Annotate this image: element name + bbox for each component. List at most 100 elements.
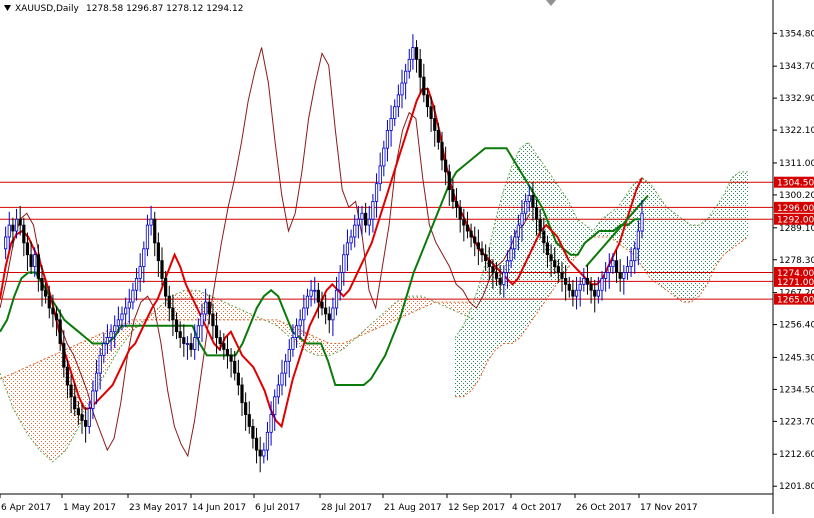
candle-body [254,437,259,451]
candle-body [14,218,19,232]
candle-body [124,307,128,315]
candle-body [22,224,26,244]
candle-body [76,408,80,415]
candle-body [262,449,266,457]
candle-body [574,289,579,297]
candle-body [145,224,150,250]
candle-body [80,414,84,421]
candle-body [564,277,568,285]
candle-body [487,260,491,267]
candle-body [134,277,139,291]
chart-ohlc-label: 1278.58 1296.87 1278.12 1294.12 [86,4,243,14]
cloud-left-span-a [0,289,476,463]
candle-body [436,129,440,143]
level-price-label: 1296.00 [777,204,814,214]
level-price-box [774,201,814,213]
candle-body [400,82,404,96]
candle-body [11,224,15,232]
x-tick-label: 4 Oct 2017 [512,503,562,513]
candle-body [204,301,208,315]
level-price-box [774,293,814,305]
candle-body [40,277,44,291]
candle-body [604,272,608,279]
axes [0,0,777,514]
candle-body [149,218,153,226]
candle-body [618,272,622,279]
candle-body [338,272,342,291]
candle-body [91,390,95,410]
candle-body [494,272,499,279]
candle-body [51,307,55,315]
candle-body [396,94,400,108]
x-tick-label: 21 Aug 2017 [384,503,442,513]
candle-body [131,289,135,303]
candle-body [622,272,626,279]
candle-body [473,236,477,244]
candle-body [567,283,571,291]
candle-body [513,236,517,250]
candle-body [207,301,211,315]
candle-body [178,331,182,338]
candle-body [247,414,251,427]
candle-body [371,201,375,220]
candle-body [414,47,419,60]
candle-body [58,319,62,344]
candle-body [193,337,197,350]
y-tick-label: 1322.10 [779,126,814,136]
candle-body [236,372,240,386]
candle-body [65,366,70,386]
candle-body [167,295,171,309]
candle-body [7,224,11,238]
candle-body [491,266,495,273]
candle-body [240,384,244,404]
candle-body [251,425,255,439]
candle-body [185,343,190,345]
candle-body [334,289,339,309]
level-price-box [774,275,814,287]
y-tick-label: 1234.50 [779,385,814,395]
y-tick-label: 1245.30 [779,353,814,363]
candle-body [353,224,357,238]
candle-body [196,325,200,339]
candle-body [585,277,590,285]
candle-body [509,248,513,262]
candle-body [462,218,466,226]
candle-body [476,242,480,250]
x-tick-label: 17 Nov 2017 [640,503,698,513]
y-tick-label: 1289.10 [779,224,814,234]
candle-body [142,248,146,267]
candle-body [120,313,124,321]
level-price-label: 1304.50 [777,179,814,189]
horizontal-levels [0,181,773,300]
candle-body [4,236,8,250]
candle-body [62,343,66,368]
candle-body [73,396,77,410]
x-tick-label: 12 Sep 2017 [448,503,505,513]
candle-body [84,420,88,427]
candle-body [425,94,430,108]
candle-body [385,129,390,149]
candle-body [578,283,582,291]
window-shift-marker-icon[interactable] [546,0,556,6]
candle-body [273,396,277,415]
candle-body [324,307,328,315]
x-tick-label: 23 May 2017 [129,503,188,513]
candle-body [244,402,248,415]
candle-body [349,236,353,244]
level-price-label: 1292.00 [777,216,814,226]
collapse-arrow-icon[interactable] [4,5,11,11]
y-tick-label: 1212.60 [779,450,814,460]
candle-body [87,408,91,427]
candle-body [382,147,386,167]
candle-body [98,354,102,374]
candle-body [33,254,37,267]
candle-body [174,319,179,333]
candle-body [276,384,280,398]
candle-body [316,289,320,303]
candle-body [218,337,222,344]
candle-body [458,206,462,220]
candle-body [378,165,382,185]
candle-body [469,230,473,238]
